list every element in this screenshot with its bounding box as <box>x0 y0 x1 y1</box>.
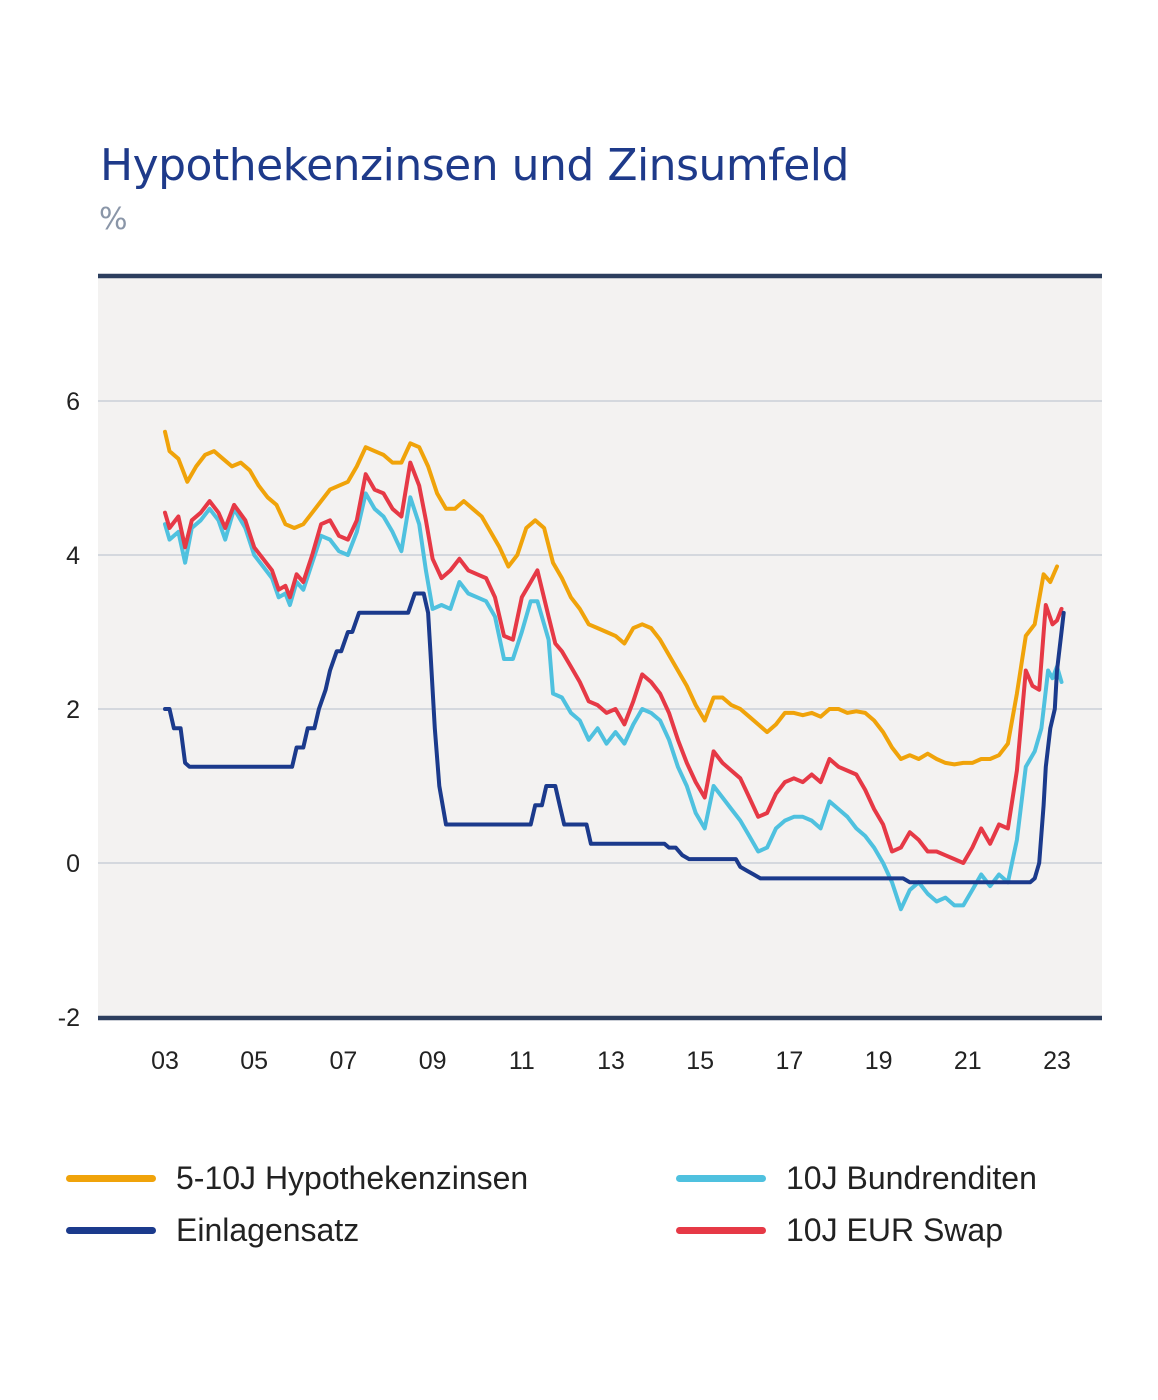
x-tick-label: 19 <box>865 1047 893 1075</box>
legend-label-eur-swap: 10J EUR Swap <box>786 1212 1003 1248</box>
series-line-einlagensatz <box>163 591 1066 885</box>
x-tick-label: 03 <box>151 1047 179 1075</box>
y-tick-label: 4 <box>66 542 80 570</box>
x-tick-label: 07 <box>329 1047 357 1075</box>
plot-area <box>98 276 1102 1018</box>
x-tick-label: 17 <box>775 1047 803 1075</box>
chart-unit-label: % <box>99 202 128 237</box>
series-line-10j-eur-swap <box>163 460 1064 865</box>
legend-item-eur-swap: 10J EUR Swap <box>676 1212 1003 1249</box>
line-chart: 6 4 2 0 -2 03 05 07 09 11 13 15 17 19 21 23 <box>58 273 1102 1075</box>
y-tick-label: -2 <box>58 1004 80 1032</box>
legend-label-bundrenditen: 10J Bundrenditen <box>786 1160 1037 1196</box>
x-tick-label: 05 <box>240 1047 268 1075</box>
chart-title: Hypothekenzinsen und Zinsumfeld <box>100 140 849 191</box>
x-tick-label: 23 <box>1043 1047 1071 1075</box>
tick-labels: 6 4 2 0 -2 03 05 07 09 11 13 15 17 19 21 23 <box>58 388 1071 1075</box>
x-tick-label: 21 <box>954 1047 982 1075</box>
legend-item-hypothekenzinsen: 5-10J Hypothekenzinsen <box>66 1160 528 1197</box>
axes <box>98 273 1102 1021</box>
legend-label-einlagensatz: Einlagensatz <box>176 1212 360 1248</box>
legend-label-hypothekenzinsen: 5-10J Hypothekenzinsen <box>176 1160 529 1196</box>
x-tick-label: 09 <box>419 1047 447 1075</box>
series-line-10j-bundrenditen <box>163 491 1064 912</box>
legend-swatch-einlagensatz <box>66 1227 156 1234</box>
legend-item-einlagensatz: Einlagensatz <box>66 1212 359 1249</box>
x-tick-label: 11 <box>509 1047 535 1075</box>
legend-swatch-eur-swap <box>676 1227 766 1234</box>
legend-swatch-hypothekenzinsen <box>66 1175 156 1182</box>
y-tick-label: 2 <box>66 696 80 724</box>
x-tick-label: 13 <box>597 1047 625 1075</box>
y-tick-label: 0 <box>66 850 80 878</box>
legend-swatch-bundrenditen <box>676 1175 766 1182</box>
x-tick-label: 15 <box>686 1047 714 1075</box>
legend-item-bundrenditen: 10J Bundrenditen <box>676 1160 1037 1197</box>
series-lines <box>163 429 1066 912</box>
series-line-5-10j-hypothekenzinsen <box>163 429 1059 767</box>
y-tick-label: 6 <box>66 388 80 416</box>
